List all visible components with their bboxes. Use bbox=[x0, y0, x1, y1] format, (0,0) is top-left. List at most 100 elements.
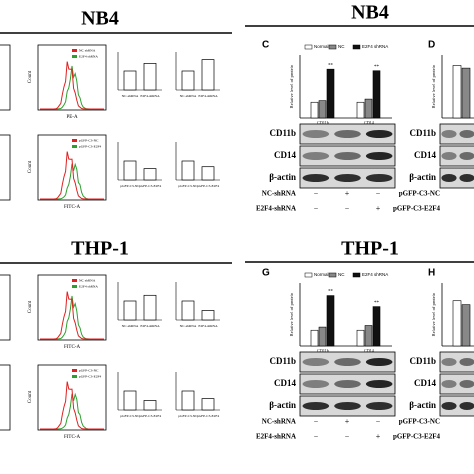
significance: ** bbox=[374, 301, 380, 306]
legend-label: Normal bbox=[314, 44, 329, 49]
bar bbox=[310, 101, 319, 119]
section-title: THP-1 bbox=[341, 238, 399, 260]
histogram-curve bbox=[40, 381, 104, 430]
legend-swatch bbox=[328, 44, 337, 50]
bar-label: pGFP-C3-NC bbox=[120, 414, 140, 418]
bar bbox=[452, 300, 462, 347]
bar bbox=[356, 101, 365, 119]
blot-band bbox=[459, 152, 474, 160]
blot-band bbox=[365, 402, 393, 410]
legend-swatch bbox=[304, 272, 313, 278]
legend-swatch bbox=[72, 49, 77, 52]
histogram-curve bbox=[40, 151, 104, 200]
significance: ** bbox=[328, 290, 334, 295]
bar bbox=[143, 294, 157, 321]
bar bbox=[310, 329, 319, 347]
condition-sign: − bbox=[314, 204, 319, 213]
blot-label: β-actin bbox=[269, 172, 296, 182]
cut-plot bbox=[0, 364, 11, 431]
cut-plot bbox=[0, 274, 11, 341]
blot-band bbox=[365, 152, 393, 160]
blot-strip bbox=[439, 395, 474, 417]
bar bbox=[461, 67, 471, 119]
axis-label: Count bbox=[28, 70, 33, 83]
blot-band bbox=[302, 402, 330, 410]
axis-label: FITC-A bbox=[64, 205, 81, 210]
bar bbox=[372, 70, 381, 119]
blot-label: β-actin bbox=[409, 172, 436, 182]
bar bbox=[181, 300, 195, 321]
histogram-curve bbox=[40, 392, 104, 430]
bar bbox=[201, 398, 215, 411]
blot-band bbox=[441, 358, 457, 366]
histogram-frame bbox=[37, 364, 107, 431]
blot-label: CD11b bbox=[409, 356, 436, 366]
blot-band bbox=[459, 174, 474, 182]
legend-label: NC bbox=[338, 272, 345, 277]
blot-strip bbox=[439, 351, 474, 373]
blot-band bbox=[302, 358, 330, 366]
blot-band bbox=[365, 174, 393, 182]
group-label: CD11b bbox=[317, 348, 328, 353]
blot-label: β-actin bbox=[409, 400, 436, 410]
blot-label: CD11b bbox=[269, 128, 296, 138]
blot-strip bbox=[439, 167, 474, 189]
section-title: THP-1 bbox=[71, 238, 129, 260]
bar bbox=[364, 325, 373, 347]
bar bbox=[318, 326, 327, 347]
bar bbox=[461, 304, 471, 347]
legend-swatch bbox=[72, 145, 77, 148]
bar bbox=[364, 98, 373, 119]
blot-label: CD11b bbox=[269, 356, 296, 366]
condition-label: NC-shRNA bbox=[262, 190, 296, 198]
significance: ** bbox=[328, 63, 334, 68]
blot-label: CD14 bbox=[274, 150, 296, 160]
condition-sign: − bbox=[314, 189, 319, 198]
bar bbox=[143, 400, 157, 411]
blot-band bbox=[459, 380, 474, 388]
blot-band bbox=[365, 358, 393, 366]
blot-band bbox=[334, 152, 361, 160]
legend-swatch bbox=[328, 272, 337, 278]
bar-label: pGFP-C3-NC bbox=[178, 184, 198, 188]
bar bbox=[181, 70, 195, 91]
legend-label: pGFP-C3-E2F4 bbox=[79, 144, 101, 148]
condition-sign: − bbox=[376, 189, 381, 198]
histogram-curve bbox=[40, 162, 104, 200]
blot-band bbox=[459, 402, 474, 410]
legend-label: Normal bbox=[314, 272, 329, 277]
axis-label: Relative level of protein bbox=[431, 64, 436, 108]
bar bbox=[143, 63, 157, 91]
blot-band bbox=[365, 130, 393, 138]
blot-band bbox=[441, 174, 457, 182]
bar bbox=[181, 160, 195, 181]
blot-strip bbox=[439, 373, 474, 395]
group-label: CD14 bbox=[364, 120, 374, 125]
bar-label: pGFP-C3-NC bbox=[120, 184, 140, 188]
bar bbox=[123, 160, 137, 181]
legend-label: E2F4 shRNA bbox=[362, 272, 388, 277]
bar-label: pGFP-C3-E2F4 bbox=[139, 184, 161, 188]
legend-label: NC shRNA bbox=[79, 48, 96, 52]
group-label: CD14 bbox=[364, 348, 374, 353]
condition-label: pGFP-C3-NC bbox=[399, 190, 440, 198]
axis-label: PE-A bbox=[66, 115, 78, 120]
blot-band bbox=[302, 380, 330, 388]
blot-band bbox=[334, 130, 361, 138]
condition-label: NC-shRNA bbox=[262, 418, 296, 426]
blot-strip bbox=[439, 123, 474, 145]
legend-label: pGFP-C3-E2F4 bbox=[79, 374, 101, 378]
bar-label: E2F4-shRNA bbox=[140, 94, 160, 98]
bar bbox=[318, 100, 327, 119]
condition-sign: − bbox=[376, 417, 381, 426]
blot-band bbox=[334, 174, 361, 182]
axis-label: Relative level of protein bbox=[431, 292, 436, 336]
bar-label: NC-shRNA bbox=[122, 324, 139, 328]
legend-label: pGFP-C3-NC bbox=[79, 368, 99, 372]
legend-swatch bbox=[72, 139, 77, 142]
bar-label: pGFP-C3-E2F4 bbox=[139, 414, 161, 418]
bar bbox=[123, 70, 137, 91]
bar-label: E2F4-shRNA bbox=[140, 324, 160, 328]
bar bbox=[143, 168, 157, 181]
